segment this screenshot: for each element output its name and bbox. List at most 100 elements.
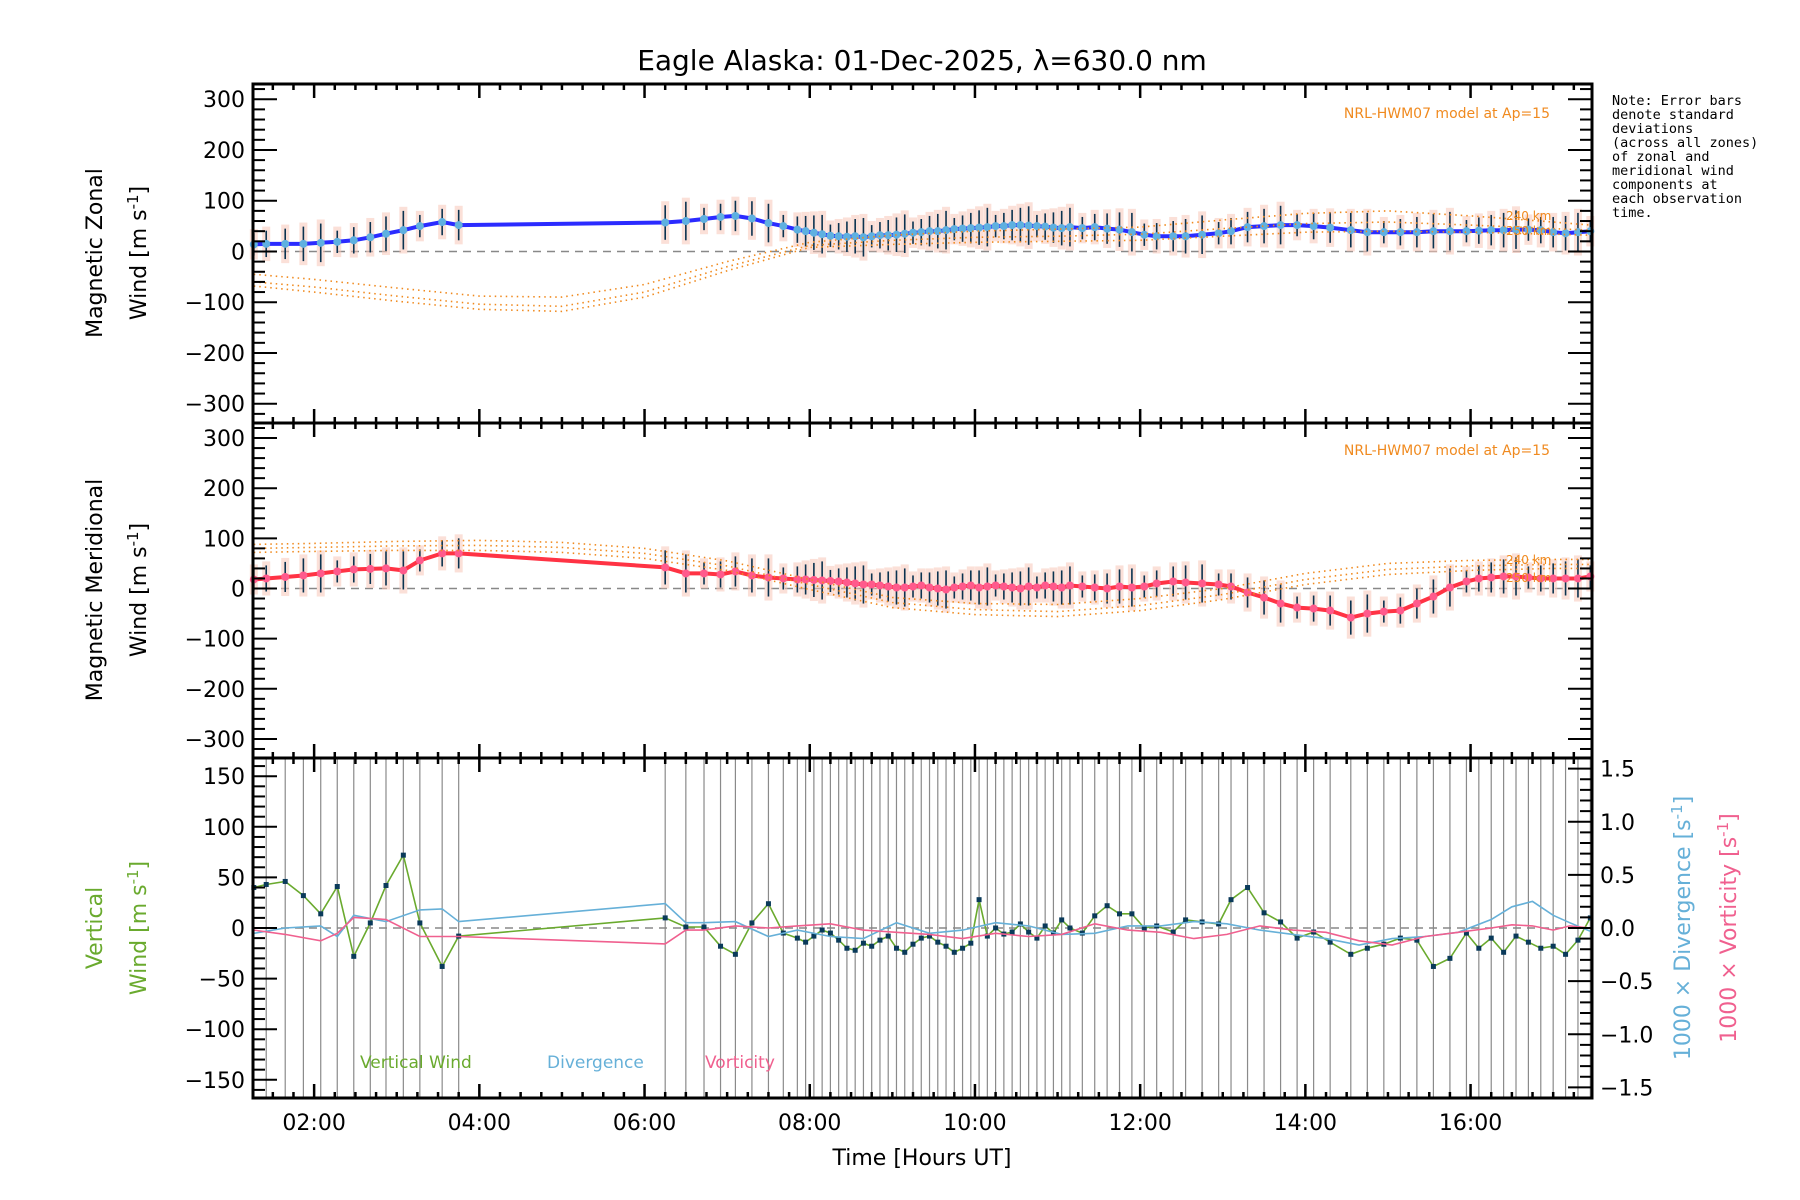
data-point xyxy=(925,583,934,592)
data-point xyxy=(764,573,773,582)
data-point xyxy=(1561,574,1570,583)
vertical-ylabel-line1: Vertical xyxy=(83,887,108,969)
y-tick-label: 0 xyxy=(231,240,245,265)
y-tick-label: −100 xyxy=(185,1018,245,1043)
data-point xyxy=(1379,607,1388,616)
data-point xyxy=(818,576,827,585)
data-point xyxy=(1575,937,1581,943)
data-point xyxy=(1152,232,1161,241)
data-point xyxy=(1214,229,1223,238)
y2-tick-label: 1.5 xyxy=(1600,758,1635,783)
y-tick-label: −300 xyxy=(185,728,245,753)
data-point xyxy=(910,941,916,947)
data-point xyxy=(794,935,800,941)
data-point xyxy=(366,233,375,242)
data-point xyxy=(1170,929,1176,935)
data-point xyxy=(1276,221,1285,230)
data-point xyxy=(700,569,709,578)
data-point xyxy=(1327,939,1333,945)
data-point xyxy=(1059,917,1065,923)
data-point xyxy=(1016,584,1025,593)
data-point xyxy=(966,581,975,590)
data-point xyxy=(1152,579,1161,588)
data-point xyxy=(417,920,423,926)
x-tick-label: 04:00 xyxy=(448,1111,511,1136)
data-point xyxy=(893,945,899,951)
error-bar-note: Note: Error bars denote standard deviati… xyxy=(1612,93,1759,221)
zonal-model-label: NRL-HWM07 model at Ap=15 xyxy=(1344,106,1550,122)
data-point xyxy=(1024,221,1033,230)
y-tick-label: 150 xyxy=(203,765,245,790)
x-tick-label: 02:00 xyxy=(282,1111,345,1136)
data-point xyxy=(1140,582,1149,591)
data-point xyxy=(1041,222,1050,231)
data-point xyxy=(1092,913,1098,919)
data-point xyxy=(950,583,959,592)
data-point xyxy=(975,583,984,592)
data-point xyxy=(983,223,992,232)
data-point xyxy=(1293,221,1302,230)
data-point xyxy=(1057,224,1066,233)
data-point xyxy=(1115,582,1124,591)
data-point xyxy=(1396,228,1405,237)
model-line-nrl-hwm07-model-250-km xyxy=(253,221,1591,308)
zonal-panel: 300 200 100 0 −100 −200 −300 xyxy=(185,82,1595,425)
data-point xyxy=(834,232,843,241)
data-point xyxy=(1346,226,1355,235)
legend-vorticity: Vorticity xyxy=(705,1053,775,1073)
data-point xyxy=(1032,583,1041,592)
data-point xyxy=(1183,917,1189,923)
data-point xyxy=(1227,582,1236,591)
data-point xyxy=(844,945,850,951)
data-point xyxy=(1487,226,1496,235)
data-point xyxy=(1278,919,1284,925)
data-point xyxy=(1103,224,1112,233)
data-point xyxy=(700,214,709,223)
data-point xyxy=(1476,945,1482,951)
data-point xyxy=(933,227,942,236)
data-point xyxy=(1198,230,1207,239)
zonal-model-alt-250: 250 km xyxy=(1506,224,1551,238)
data-point xyxy=(1309,604,1318,613)
x-tick-label: 10:00 xyxy=(943,1111,1006,1136)
data-point xyxy=(875,581,884,590)
data-point xyxy=(1104,903,1110,909)
data-point xyxy=(749,920,755,926)
data-point xyxy=(1103,584,1112,593)
data-point xyxy=(968,940,974,946)
data-point xyxy=(732,951,738,957)
data-point xyxy=(869,943,875,949)
data-point xyxy=(999,582,1008,591)
data-point xyxy=(764,219,773,228)
data-point xyxy=(366,564,375,573)
data-point xyxy=(731,567,740,576)
data-point xyxy=(1024,582,1033,591)
data-point xyxy=(1536,574,1545,583)
data-point xyxy=(1032,222,1041,231)
data-point xyxy=(927,933,933,939)
y-tick-label: −50 xyxy=(199,968,245,993)
data-point xyxy=(1049,582,1058,591)
y-tick-label: −200 xyxy=(185,678,245,703)
data-point xyxy=(819,927,825,933)
data-point xyxy=(1326,606,1335,615)
data-point xyxy=(381,229,390,238)
data-point xyxy=(1513,933,1519,939)
data-point xyxy=(867,580,876,589)
data-point xyxy=(439,963,445,969)
data-point xyxy=(935,939,941,945)
data-point xyxy=(900,229,909,238)
data-point xyxy=(976,897,982,903)
data-point xyxy=(826,231,835,240)
data-point xyxy=(316,238,325,247)
data-point xyxy=(1499,572,1508,581)
data-point xyxy=(836,937,842,943)
data-point xyxy=(399,226,408,235)
data-point xyxy=(765,901,771,907)
data-point xyxy=(1445,227,1454,236)
data-point xyxy=(860,940,866,946)
data-point xyxy=(793,575,802,584)
meridional-model-alt-240: 240 km xyxy=(1506,553,1551,567)
data-point xyxy=(900,583,909,592)
x-axis-label: Time [Hours UT] xyxy=(832,1146,1012,1171)
